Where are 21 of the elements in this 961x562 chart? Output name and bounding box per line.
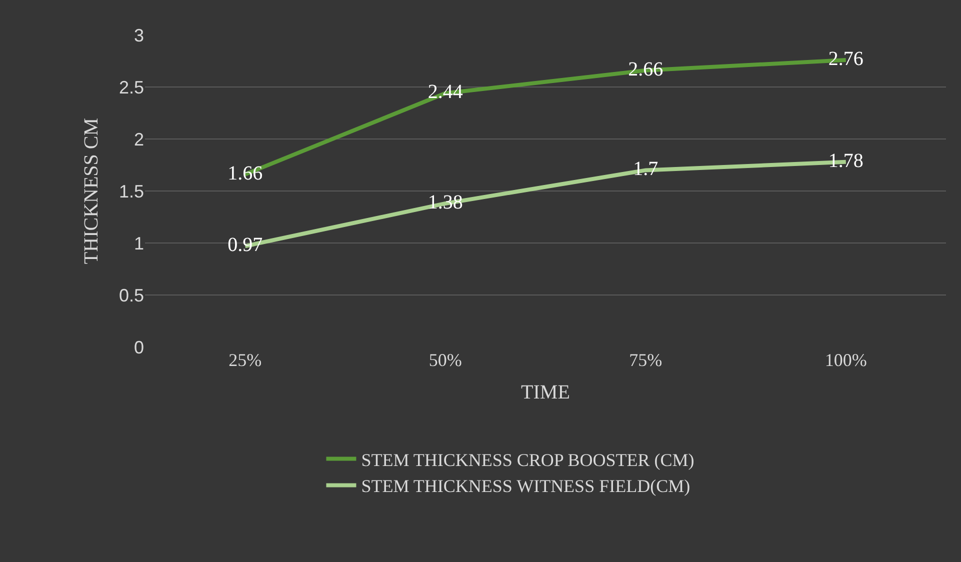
y-tick-label: 1 (134, 233, 144, 254)
data-label: 1.78 (828, 150, 864, 172)
data-label: 2.44 (428, 81, 463, 104)
data-label: 0.97 (228, 234, 263, 256)
data-label: 1.66 (228, 162, 263, 184)
y-tick-label: 0 (134, 337, 144, 358)
y-axis-title: THICKNESS CM (80, 118, 102, 264)
x-tick-label: 75% (629, 350, 662, 370)
data-label: 2.66 (628, 58, 664, 80)
legend-label: STEM THICKNESS WITNESS FIELD(CM) (361, 476, 690, 496)
data-label: 2.76 (828, 48, 864, 70)
x-tick-label: 25% (228, 350, 262, 370)
x-tick-label: 100% (824, 350, 867, 370)
legend-label: STEM THICKNESS CROP BOOSTER (CM) (361, 450, 694, 470)
x-tick-label: 50% (428, 350, 462, 370)
y-tick-label: 1.5 (118, 181, 144, 202)
y-tick-label: 2.5 (118, 77, 144, 98)
x-axis-title: TIME (521, 382, 570, 404)
y-tick-label: 0.5 (118, 285, 144, 306)
y-tick-label: 2 (134, 129, 144, 150)
y-tick-label: 3 (134, 25, 144, 46)
